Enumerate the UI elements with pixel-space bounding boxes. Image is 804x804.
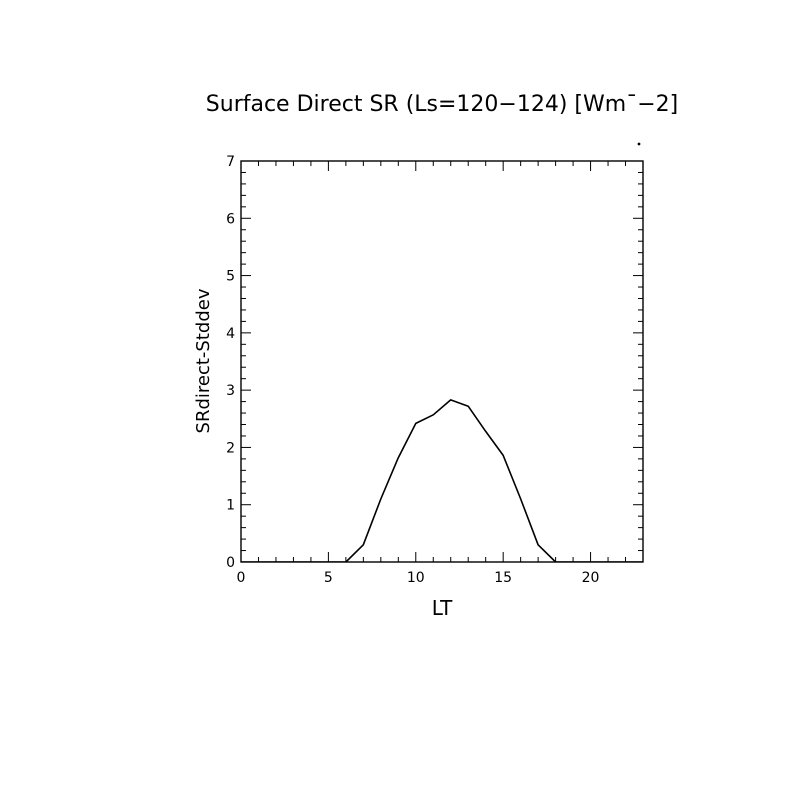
- series-line: [241, 399, 643, 562]
- y-tick-label: 0: [226, 555, 235, 571]
- y-tick-label: 6: [226, 211, 235, 227]
- y-tick-label: 1: [226, 498, 235, 514]
- chart-title: Surface Direct SR (Ls=120−124) [Wm¯−2]: [206, 92, 678, 117]
- y-tick-label: 5: [226, 269, 235, 285]
- x-tick-label: 0: [237, 570, 246, 586]
- x-tick-label: 10: [407, 570, 425, 586]
- y-axis-label: SRdirect-Stddev: [193, 288, 214, 433]
- x-tick-label: 5: [324, 570, 333, 586]
- axis-ticks: [240, 160, 644, 563]
- series-layer: [241, 399, 643, 562]
- y-tick-label: 2: [226, 440, 235, 456]
- x-axis-label: LT: [432, 596, 453, 620]
- y-tick-label: 4: [226, 326, 235, 342]
- tick-labels: 0 5 10 15 20 0 1 2 3 4 5 6 7: [226, 154, 599, 586]
- x-tick-label: 15: [494, 570, 512, 586]
- y-tick-label: 7: [226, 154, 235, 170]
- corner-dot: [637, 142, 641, 146]
- plot-frame: [240, 160, 644, 563]
- y-tick-label: 3: [226, 383, 235, 399]
- x-tick-label: 20: [582, 570, 600, 586]
